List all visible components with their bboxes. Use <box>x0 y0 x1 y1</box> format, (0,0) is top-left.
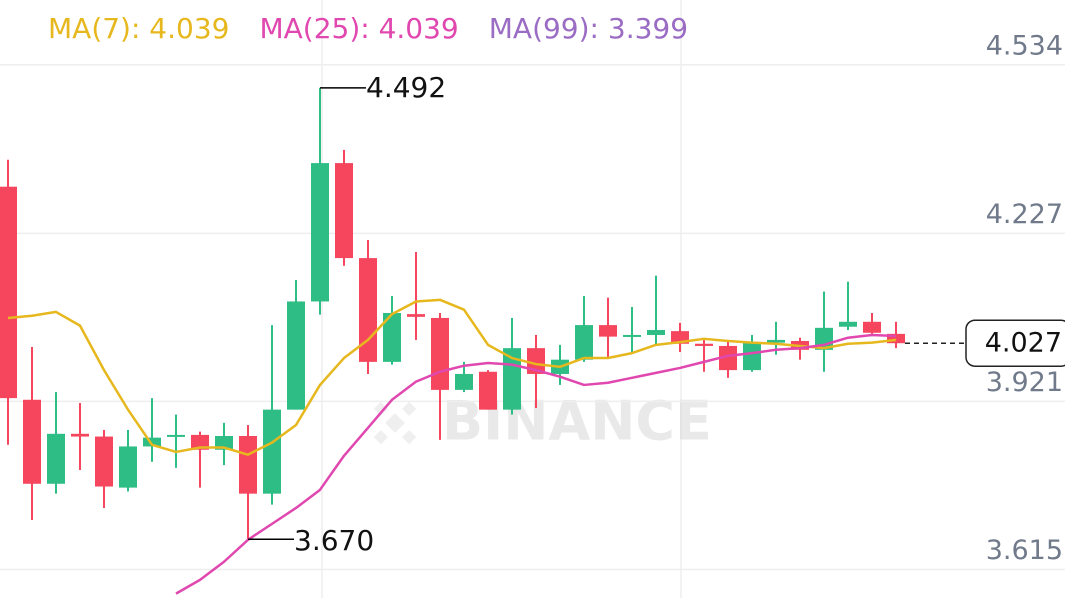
candle-body <box>95 436 113 487</box>
candle-body <box>767 339 785 343</box>
candle-body <box>743 342 761 371</box>
y-tick-label: 4.227 <box>986 199 1063 230</box>
candle-body <box>863 321 881 333</box>
high-label: 4.492 <box>366 71 446 104</box>
legend-entry: MA(7): 4.039 <box>48 12 229 45</box>
candle-body <box>335 163 353 259</box>
ma-line <box>175 333 897 595</box>
candle-body <box>575 325 593 360</box>
candle-body <box>263 409 281 494</box>
candle-body <box>311 163 329 302</box>
candle-body <box>23 399 41 484</box>
last-price-label: 4.027 <box>985 328 1062 359</box>
candle-body <box>287 301 305 410</box>
candle-body <box>887 333 905 344</box>
y-tick-label: 3.615 <box>986 535 1063 566</box>
low-label: 3.670 <box>294 524 374 557</box>
legend-entry: MA(99): 3.399 <box>489 12 688 45</box>
candle-body <box>383 313 401 362</box>
candle-body <box>527 348 545 374</box>
candle-body <box>479 371 497 410</box>
candle-body <box>359 258 377 362</box>
candle-body <box>647 330 665 335</box>
candle-body <box>47 433 65 484</box>
candle-body <box>407 314 425 317</box>
plot: 3.615 3.921 4.227 4.534 MA(7): 4.039 MA(25): … <box>0 12 1065 595</box>
candle-body <box>119 446 137 488</box>
candle-body <box>455 373 473 390</box>
candle-body <box>599 325 617 337</box>
y-tick-label: 3.921 <box>986 367 1063 398</box>
candle-body <box>167 434 185 437</box>
candle-body <box>623 334 641 337</box>
last-price-box <box>965 319 1065 367</box>
candle-body <box>839 321 857 327</box>
candle-body <box>239 436 257 494</box>
legend-entry: MA(25): 4.039 <box>259 12 458 45</box>
candle-body <box>695 343 713 346</box>
candle-body <box>71 433 89 437</box>
ma-line <box>7 298 897 456</box>
candle-body <box>719 345 737 371</box>
candle-body <box>0 186 17 399</box>
candle-body <box>143 437 161 447</box>
candle-body <box>191 434 209 450</box>
y-tick-label: 4.534 <box>986 30 1063 61</box>
candle-body <box>431 317 449 390</box>
